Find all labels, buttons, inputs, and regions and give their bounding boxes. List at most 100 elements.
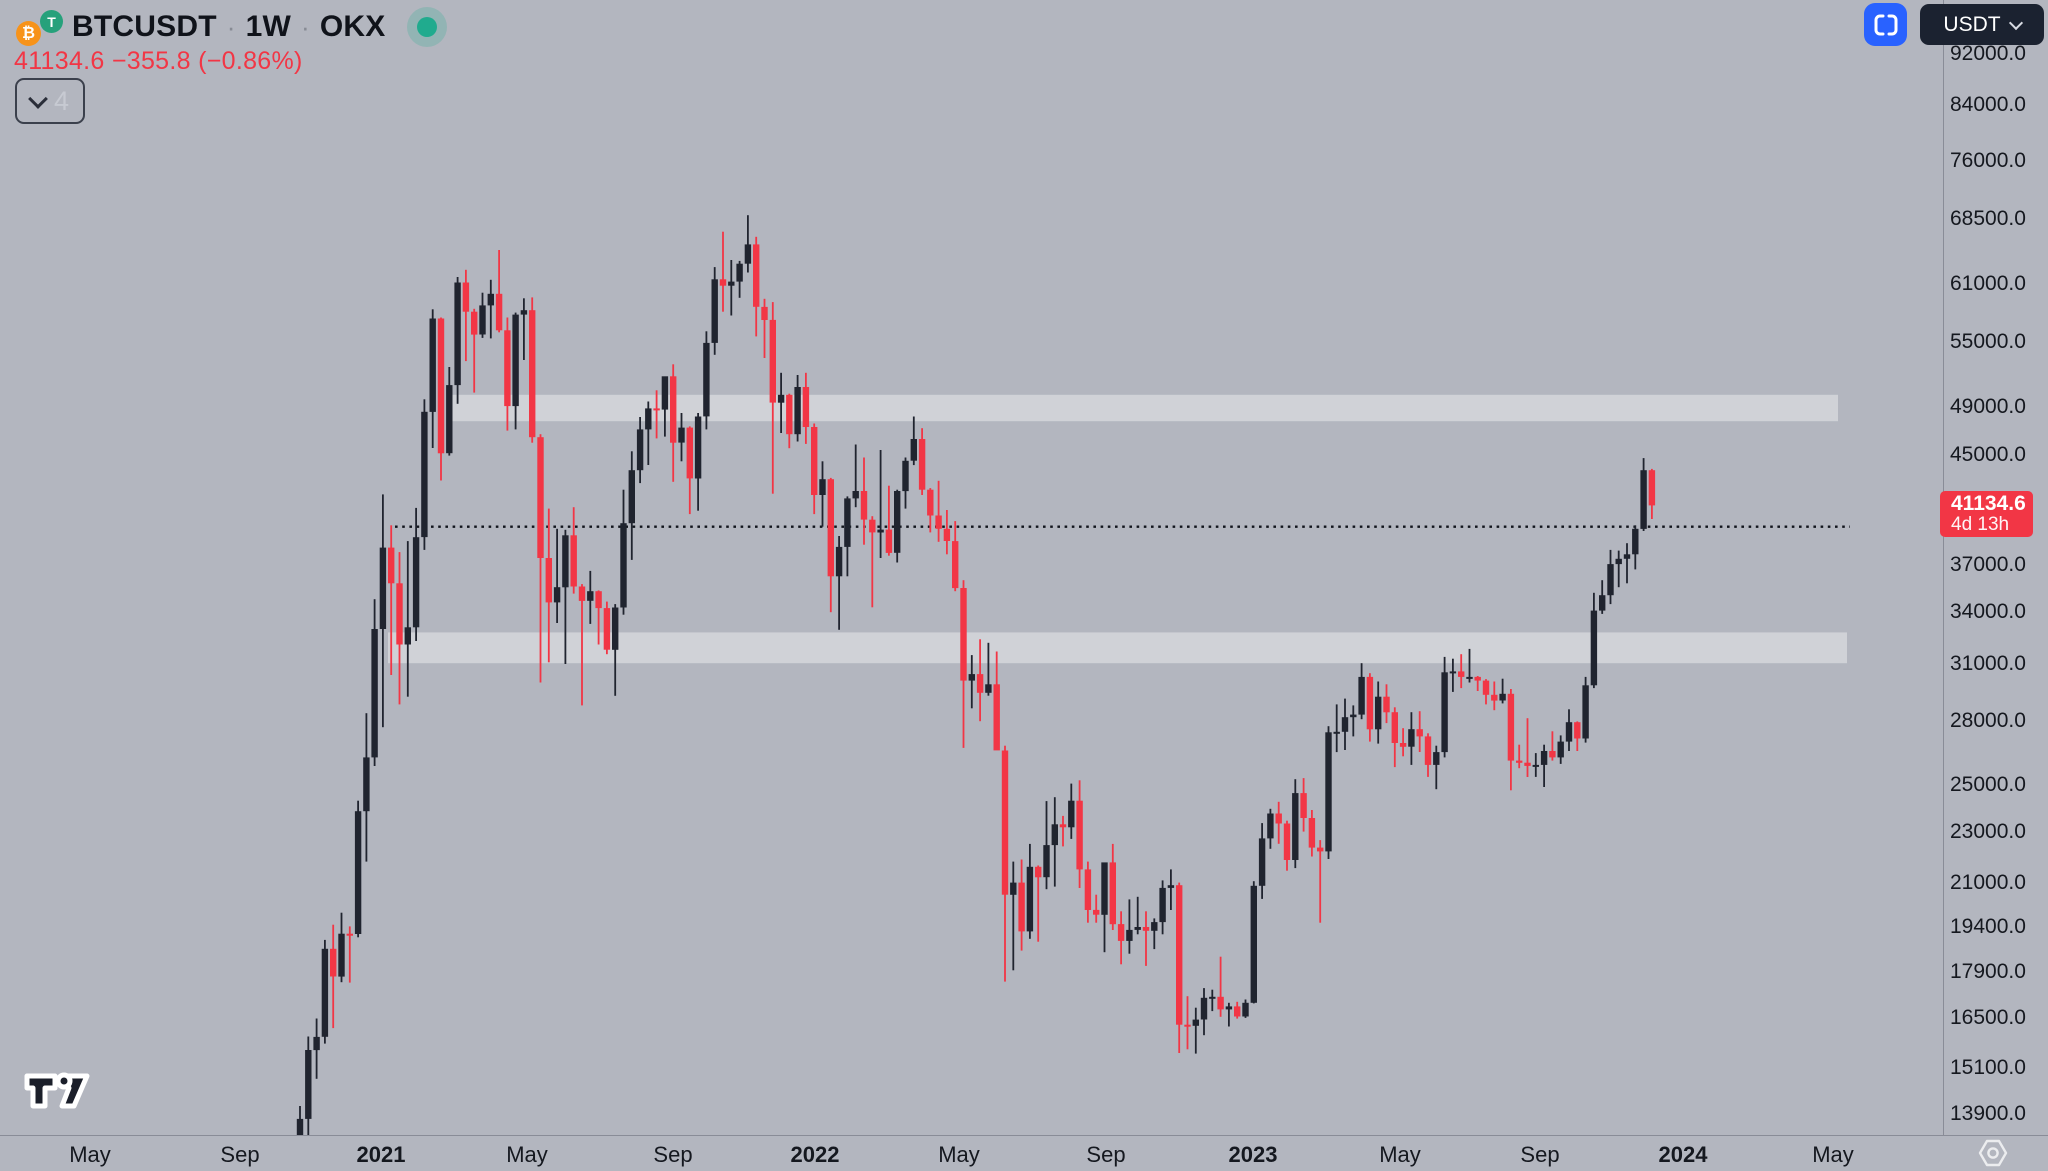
exchange-label[interactable]: OKX [319,10,386,43]
candle [454,277,461,404]
candle [1010,861,1017,971]
btc-coin-icon: ₿ [16,21,41,46]
candle [844,496,851,577]
interval-label[interactable]: 1W [245,10,291,43]
candle [537,434,544,683]
candle [1399,728,1407,757]
candle [1549,731,1556,761]
candle [1126,899,1133,954]
chevron-down-icon [28,88,48,109]
candle [1184,996,1191,1050]
candle [313,1018,320,1079]
candle [429,309,436,448]
candle [1433,745,1440,790]
candle [612,604,619,696]
candle [1632,525,1639,570]
price-axis[interactable]: 92000.0 84000.0 76000.0 68500.0 61000.0 55000… [1944,0,2048,1135]
candle [719,231,727,312]
candle [678,413,685,462]
candle [1615,550,1622,588]
candle [1341,698,1349,750]
symbol-title[interactable]: BTCUSDT [72,10,217,43]
candle [703,331,710,430]
candle [694,413,702,511]
candle [661,376,669,437]
candle [512,312,519,430]
candle [645,401,652,465]
candle [976,639,984,722]
candle [1565,709,1573,751]
month-tick-label: May [938,1142,980,1167]
candle [1134,896,1141,935]
candle [761,298,768,358]
candle [1499,678,1506,704]
candle [943,510,951,555]
candle [1043,801,1050,890]
candle [545,508,552,663]
candle [396,552,403,705]
upper-supply-zone[interactable] [452,394,1838,422]
candle [305,1036,312,1135]
price-tick-label: 37000.0 [1950,553,2026,576]
candle [653,390,660,439]
market-status-dot[interactable] [407,7,448,47]
candle [1375,681,1382,744]
candle [835,536,843,630]
candle [1590,592,1598,689]
usdt-coin-icon: T [40,10,63,33]
tradingview-logo[interactable] [24,1068,90,1117]
time-axis[interactable]: May Sep 2021 May Sep 2022 May Sep 2023 May Sep 2024… [0,1136,2048,1171]
candle [885,485,893,556]
candle [479,292,486,338]
candle [1607,549,1614,605]
candle [1059,815,1067,847]
lower-demand-zone[interactable] [388,632,1847,664]
candle [968,655,975,709]
candle [446,367,453,456]
candle [1192,1007,1199,1054]
candle [1225,1002,1233,1027]
candle [1283,820,1291,871]
frame-brackets-icon [1874,14,1897,35]
time-axis-separator [0,1135,2048,1136]
symbol-header: T ₿ BTCUSDT · 1W · OKX [14,6,448,48]
candle [636,417,644,484]
candle [1084,861,1092,923]
candle [1101,862,1108,953]
candle [1275,801,1282,844]
object-tree-button[interactable]: 4 [15,78,85,124]
candle [1524,718,1531,777]
candle [1383,684,1390,724]
candle [1209,989,1216,1012]
price-tick-label: 76000.0 [1950,149,2026,172]
candle [786,393,793,449]
candle [404,541,411,697]
candle [1366,673,1374,742]
candle [1599,580,1606,614]
currency-dropdown[interactable]: USDT [1920,4,2044,45]
candle [1142,911,1150,966]
price-tick-label: 28000.0 [1950,709,2026,732]
candle [877,450,884,558]
open-full-chart-button[interactable] [1864,3,1907,46]
year-tick-label: 2024 [1658,1142,1708,1167]
candle [354,800,362,938]
price-tick-label: 16500.0 [1950,1006,2026,1029]
candle [1317,840,1324,923]
candle [1159,880,1166,935]
candle [1391,707,1398,768]
candle [379,494,387,728]
axis-settings-gear-icon[interactable] [1976,1138,2010,1168]
month-tick-label: May [69,1142,111,1167]
price-tick-label: 31000.0 [1950,652,2026,675]
candlestick-chart[interactable] [0,0,2048,1135]
candle [595,590,602,645]
candle [1325,726,1332,859]
candle [1416,711,1423,752]
candle [744,215,752,273]
price-tick-label: 34000.0 [1950,600,2026,623]
candle [1648,468,1656,519]
candle [1333,704,1340,753]
candle [529,297,536,443]
candle [1557,735,1564,764]
